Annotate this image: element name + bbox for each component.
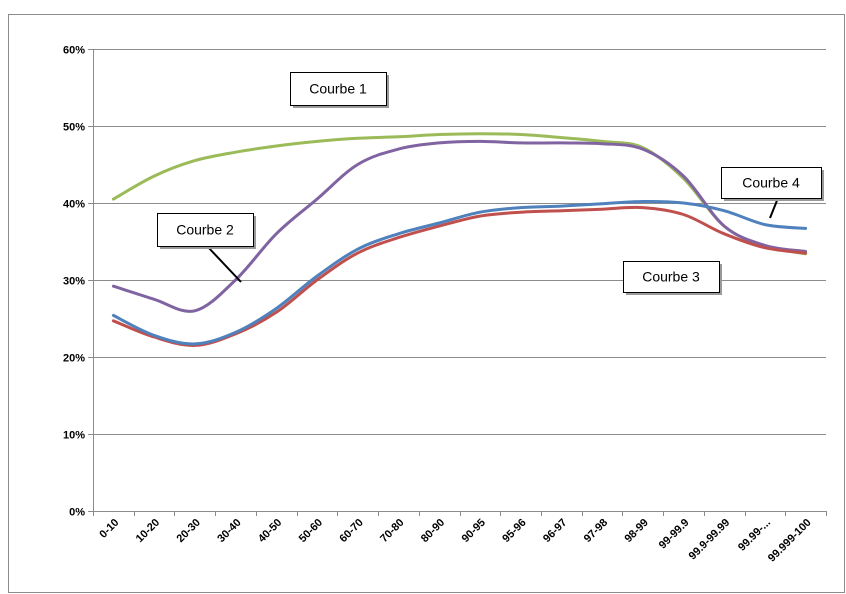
series-lines	[111, 132, 808, 347]
callout-4: Courbe 4	[721, 167, 824, 219]
chart-border	[8, 14, 845, 593]
callout-label: Courbe 2	[176, 222, 234, 238]
callout-leader	[769, 197, 779, 219]
callout-box	[157, 213, 254, 247]
y-tick-label: 10%	[63, 430, 85, 442]
gridlines	[93, 49, 826, 435]
callout-2: Courbe 2	[157, 213, 256, 283]
callout-label: Courbe 3	[642, 269, 700, 285]
callout-1: Courbe 1	[290, 72, 389, 108]
y-tick-label: 30%	[63, 276, 85, 288]
callout-3: Courbe 3	[623, 261, 722, 295]
series-line-4	[111, 199, 808, 346]
y-tick-label: 60%	[63, 45, 85, 57]
callout-box	[623, 261, 720, 293]
callouts: Courbe 1 Courbe 2 Courbe 3 Courbe 4	[157, 72, 824, 295]
series-line-1	[111, 132, 808, 256]
y-tick-label: 20%	[63, 353, 85, 365]
y-tick-label: 0%	[69, 507, 85, 519]
callout-box	[721, 167, 822, 199]
callout-box	[290, 72, 387, 106]
callout-label: Courbe 4	[742, 175, 800, 191]
y-tick-label: 50%	[63, 122, 85, 134]
series-line-2	[111, 139, 808, 313]
callout-label: Courbe 1	[309, 81, 367, 97]
y-tick-label: 40%	[63, 199, 85, 211]
callout-leader	[206, 245, 242, 283]
